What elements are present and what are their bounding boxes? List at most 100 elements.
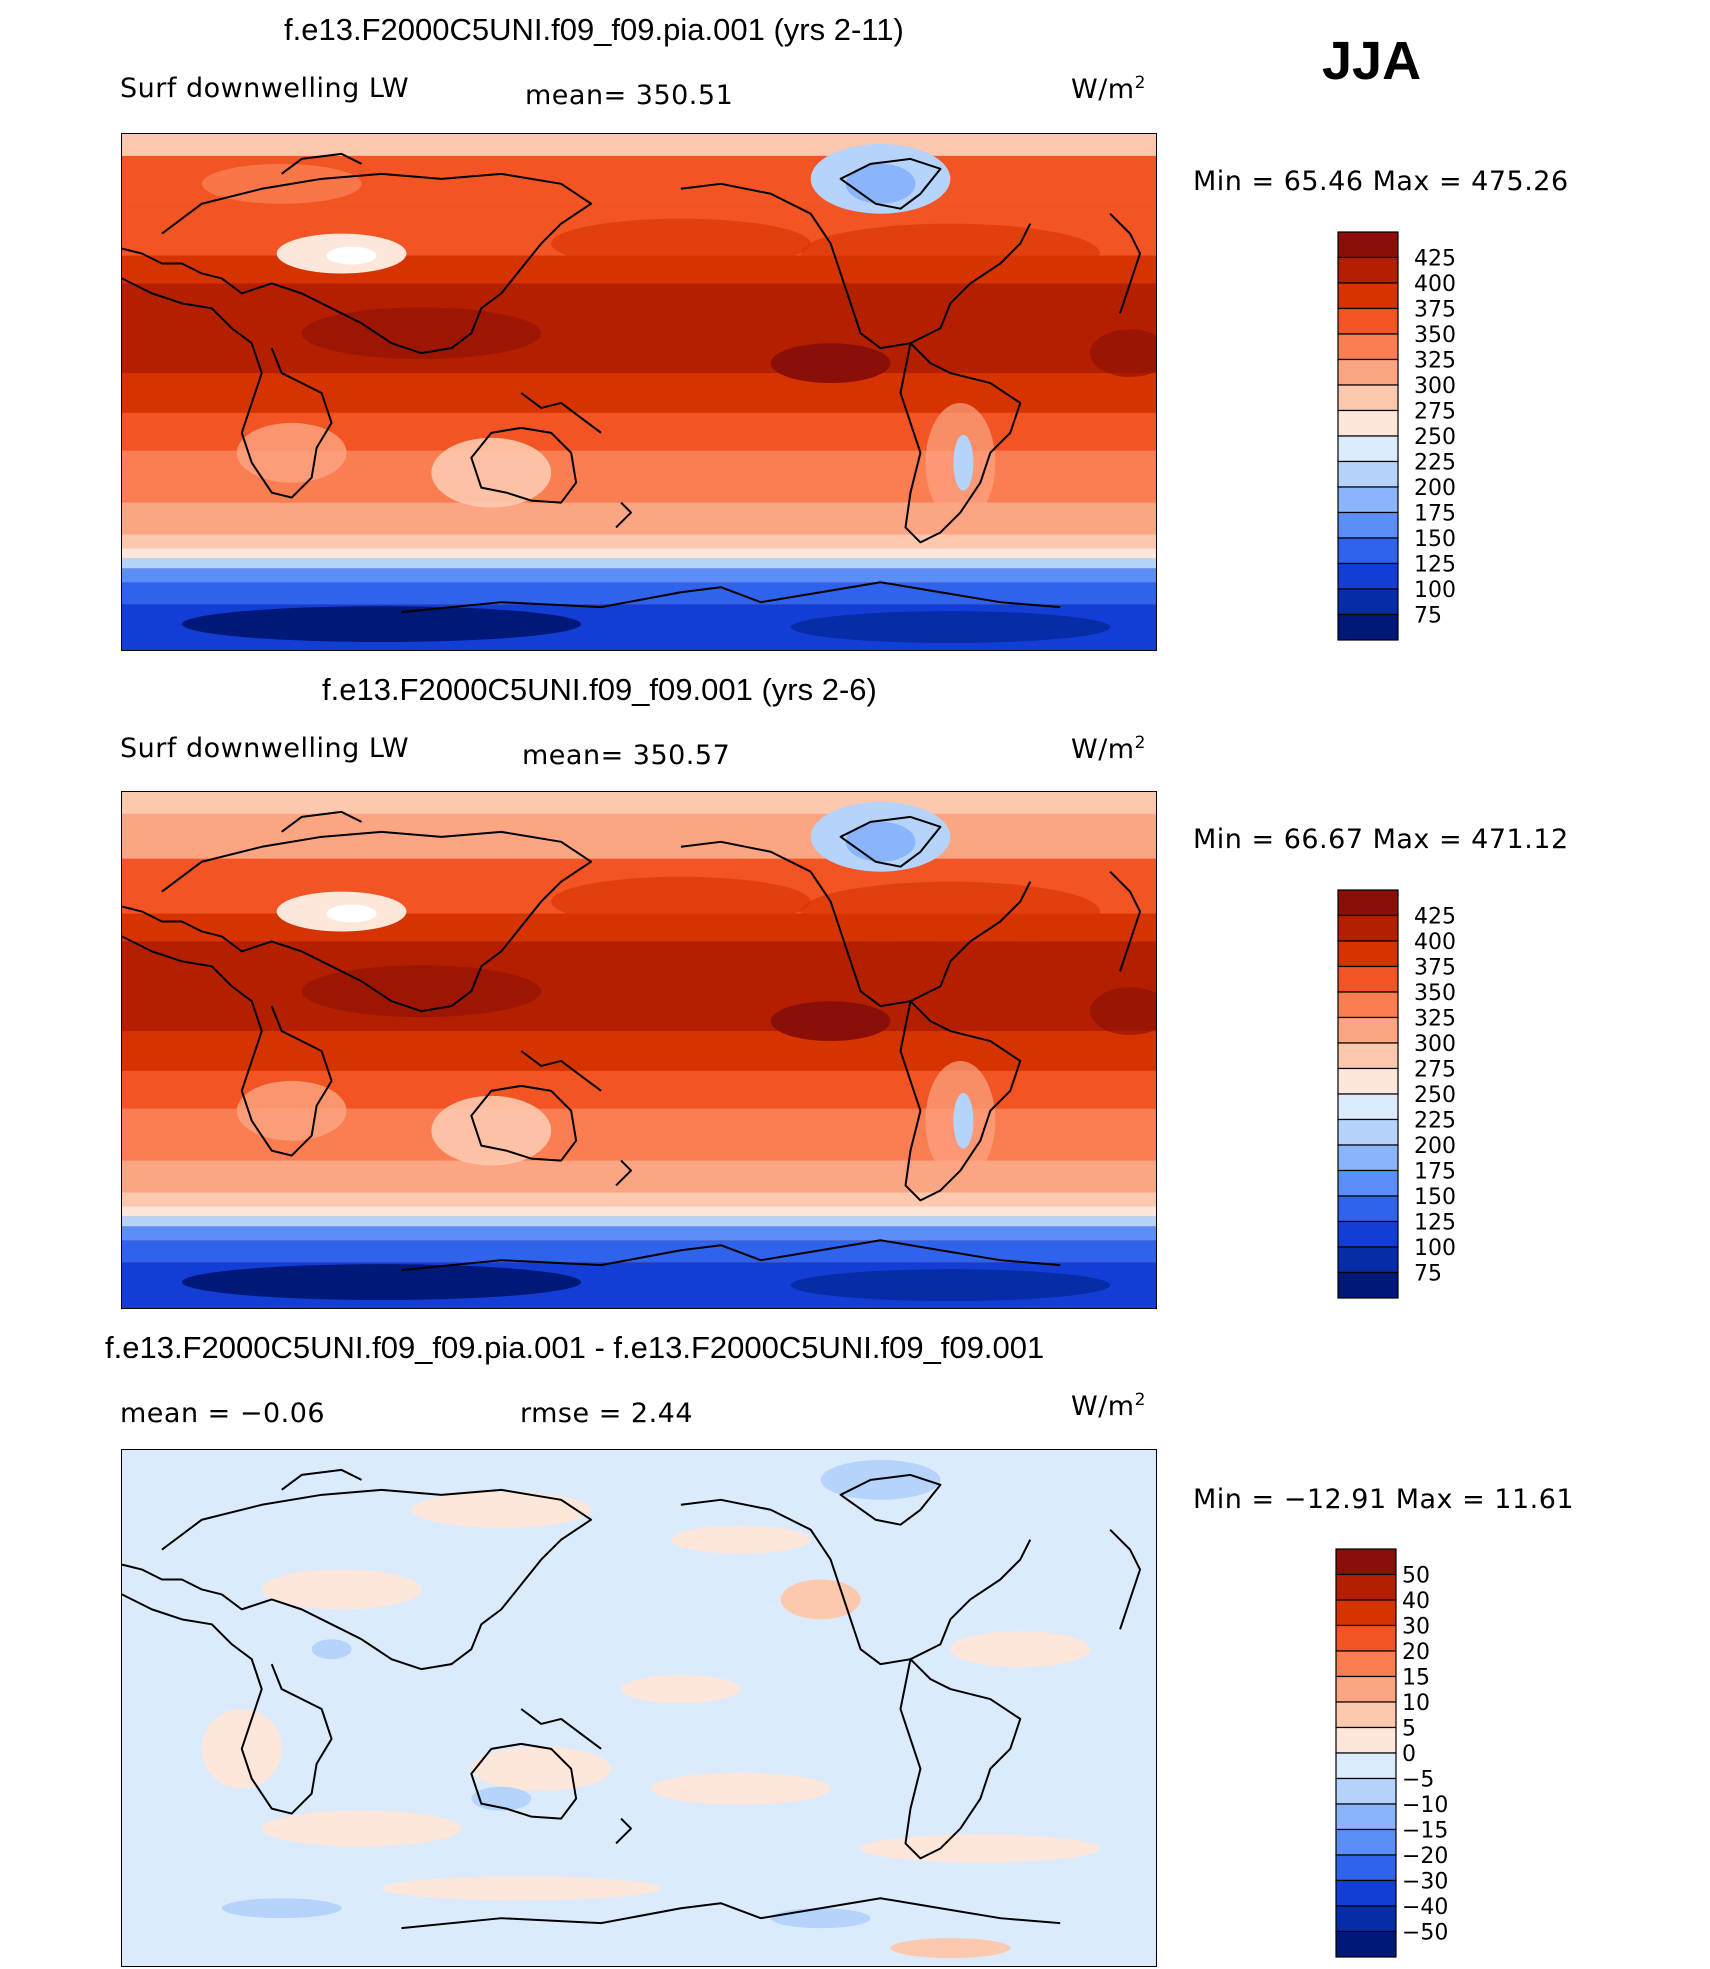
colorbar-label: 300	[1414, 1032, 1456, 1057]
colorbar-label: 20	[1402, 1640, 1430, 1665]
colorbar-box	[1335, 1930, 1397, 1958]
colorbar-box	[1337, 965, 1399, 993]
panel-1-units: W/m2	[1071, 73, 1146, 105]
colorbar-label: 15	[1402, 1666, 1430, 1691]
colorbar-label: 425	[1414, 247, 1456, 272]
colorbar-box	[1335, 1624, 1397, 1652]
colorbar-box	[1335, 1573, 1397, 1601]
panel-1-colorbar-labels: 4254003753503253002752502252001751501251…	[1414, 247, 1456, 629]
colorbar-box	[1337, 231, 1399, 259]
colorbar-box	[1337, 1220, 1399, 1248]
colorbar-box	[1337, 1246, 1399, 1274]
colorbar-label: 300	[1414, 374, 1456, 399]
colorbar-box	[1337, 333, 1399, 361]
colorbar-label: 350	[1414, 981, 1456, 1006]
colorbar-box	[1337, 460, 1399, 488]
panel-1-title: f.e13.F2000C5UNI.f09_f09.pia.001 (yrs 2-…	[284, 12, 904, 47]
colorbar-label: 225	[1414, 451, 1456, 476]
colorbar-box	[1335, 1854, 1397, 1882]
colorbar-box	[1335, 1777, 1397, 1805]
panel-1-colorbar-boxes	[1337, 231, 1399, 641]
panel-2-title: f.e13.F2000C5UNI.f09_f09.001 (yrs 2-6)	[322, 672, 877, 707]
colorbar-label: 75	[1414, 1262, 1442, 1287]
colorbar-label: 200	[1414, 1134, 1456, 1159]
colorbar-box	[1335, 1726, 1397, 1754]
colorbar-box	[1337, 1195, 1399, 1223]
colorbar-label: 275	[1414, 1058, 1456, 1083]
panel-1-minmax: Min = 65.46 Max = 475.26	[1193, 166, 1569, 197]
colorbar-label: −40	[1402, 1895, 1448, 1920]
colorbar-label: 30	[1402, 1615, 1430, 1640]
panel-2-units: W/m2	[1071, 733, 1146, 765]
colorbar-box	[1337, 1093, 1399, 1121]
colorbar-label: 275	[1414, 400, 1456, 425]
panel-2-colorbar: 4254003753503253002752502252001751501251…	[1337, 889, 1456, 1299]
colorbar-box	[1335, 1548, 1397, 1576]
colorbar-box	[1337, 1016, 1399, 1044]
panel-1-variable-label: Surf downwelling LW	[120, 73, 410, 104]
colorbar-box	[1337, 486, 1399, 514]
colorbar-label: 125	[1414, 553, 1456, 578]
colorbar-label: 75	[1414, 604, 1442, 629]
panel-2-colorbar-boxes	[1337, 889, 1399, 1299]
colorbar-label: 425	[1414, 905, 1456, 930]
colorbar-box	[1337, 282, 1399, 310]
colorbar-box	[1337, 1067, 1399, 1095]
colorbar-label: 375	[1414, 298, 1456, 323]
colorbar-label: −20	[1402, 1844, 1448, 1869]
colorbar-box	[1337, 991, 1399, 1019]
colorbar-label: 250	[1414, 1083, 1456, 1108]
colorbar-box	[1335, 1675, 1397, 1703]
panel-2-colorbar-labels: 4254003753503253002752502252001751501251…	[1414, 905, 1456, 1287]
colorbar-box	[1337, 562, 1399, 590]
colorbar-box	[1335, 1650, 1397, 1678]
colorbar-box	[1337, 358, 1399, 386]
panel-2-minmax: Min = 66.67 Max = 471.12	[1193, 824, 1569, 855]
colorbar-label: 400	[1414, 930, 1456, 955]
colorbar-label: 0	[1402, 1742, 1416, 1767]
colorbar-box	[1335, 1879, 1397, 1907]
panel-3-units: W/m2	[1071, 1390, 1146, 1422]
colorbar-box	[1337, 613, 1399, 641]
colorbar-box	[1337, 1169, 1399, 1197]
colorbar-box	[1337, 409, 1399, 437]
colorbar-label: 10	[1402, 1691, 1430, 1716]
colorbar-box	[1335, 1803, 1397, 1831]
panel-3-mean-label: mean = −0.06	[120, 1398, 326, 1429]
colorbar-label: 225	[1414, 1109, 1456, 1134]
colorbar-box	[1335, 1701, 1397, 1729]
panel-2-variable-label: Surf downwelling LW	[120, 733, 410, 764]
colorbar-label: 200	[1414, 476, 1456, 501]
panel-3-title: f.e13.F2000C5UNI.f09_f09.pia.001 - f.e13…	[105, 1330, 1045, 1365]
colorbar-label: 350	[1414, 323, 1456, 348]
colorbar-box	[1335, 1752, 1397, 1780]
panel-2-mean-label: mean= 350.57	[522, 740, 731, 771]
colorbar-box	[1337, 1118, 1399, 1146]
colorbar-label: 40	[1402, 1589, 1430, 1614]
colorbar-label: 5	[1402, 1717, 1416, 1742]
panel-1-map	[121, 133, 1157, 651]
colorbar-box	[1337, 435, 1399, 463]
panel-1-colorbar: 4254003753503253002752502252001751501251…	[1337, 231, 1456, 641]
colorbar-box	[1337, 1144, 1399, 1172]
colorbar-label: −30	[1402, 1870, 1448, 1895]
colorbar-label: 375	[1414, 956, 1456, 981]
panel-2-map	[121, 791, 1157, 1309]
colorbar-label: −50	[1402, 1921, 1448, 1946]
panel-3-colorbar-boxes	[1335, 1548, 1397, 1958]
colorbar-label: 100	[1414, 578, 1456, 603]
panel-1-mean-label: mean= 350.51	[525, 80, 734, 111]
colorbar-label: 400	[1414, 272, 1456, 297]
colorbar-label: −15	[1402, 1819, 1448, 1844]
colorbar-box	[1335, 1599, 1397, 1627]
colorbar-label: 50	[1402, 1564, 1430, 1589]
colorbar-box	[1337, 889, 1399, 917]
colorbar-box	[1337, 384, 1399, 412]
colorbar-box	[1337, 307, 1399, 335]
colorbar-box	[1337, 511, 1399, 539]
colorbar-box	[1337, 1271, 1399, 1299]
colorbar-label: 150	[1414, 527, 1456, 552]
panel-3-rmse-label: rmse = 2.44	[520, 1398, 694, 1429]
colorbar-box	[1337, 1042, 1399, 1070]
